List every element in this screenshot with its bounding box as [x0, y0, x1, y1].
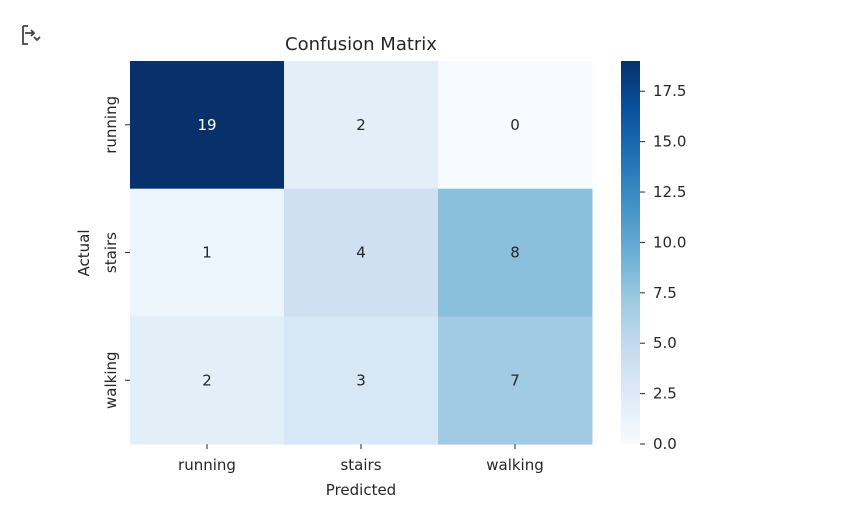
x-tick-labels: running stairs walking [178, 444, 544, 474]
cell-value-label: 4 [356, 244, 366, 262]
cell-value-label: 8 [510, 244, 520, 262]
cell-value-label: 19 [197, 116, 216, 134]
colorbar-tick-label: 0.0 [653, 435, 677, 453]
output-toggle-glyph [22, 25, 41, 45]
output-toggle-icon[interactable] [20, 22, 46, 48]
y-tick-labels: running stairs walking [102, 96, 130, 409]
y-tick-label: walking [102, 351, 120, 409]
x-tick-label: running [178, 456, 236, 474]
heatmap-cell [130, 188, 285, 317]
heatmap-cell [130, 316, 285, 445]
colorbar-tick-label: 2.5 [653, 385, 677, 403]
cell-value-label: 0 [510, 116, 520, 134]
colorbar [621, 61, 640, 444]
heatmap-cell [438, 61, 593, 190]
heatmap-cell [438, 316, 593, 445]
y-tick-label: running [102, 96, 120, 154]
chart-title: Confusion Matrix [285, 34, 437, 55]
cell-value-label: 2 [202, 371, 212, 389]
x-tick-label: stairs [340, 456, 381, 474]
colorbar-tick-label: 12.5 [653, 183, 686, 201]
colorbar-tick-label: 15.0 [653, 133, 686, 151]
y-tick-label: stairs [102, 232, 120, 273]
heatmap-cell [284, 316, 439, 445]
colorbar-tick-label: 7.5 [653, 284, 677, 302]
cell-value-label: 3 [356, 371, 366, 389]
colorbar-tick-label: 17.5 [653, 82, 686, 100]
heatmap-cell [284, 61, 439, 190]
heatmap-cell [438, 188, 593, 317]
colorbar-tick-label: 10.0 [653, 233, 686, 251]
cell-value-label: 1 [202, 244, 212, 262]
colorbar-ticks: 0.0 2.5 5.0 7.5 10.0 12.5 15.0 17.5 [640, 82, 686, 453]
heatmap-cell [130, 61, 285, 190]
heatmap-cells: 19 2 01 4 82 3 7 [130, 61, 593, 445]
heatmap-cell [284, 188, 439, 317]
y-axis-title: Actual [75, 230, 93, 277]
colorbar-tick-label: 5.0 [653, 334, 677, 352]
cell-value-label: 7 [510, 371, 520, 389]
cell-value-label: 2 [356, 116, 366, 134]
x-axis-title: Predicted [326, 481, 396, 499]
x-tick-label: walking [486, 456, 544, 474]
